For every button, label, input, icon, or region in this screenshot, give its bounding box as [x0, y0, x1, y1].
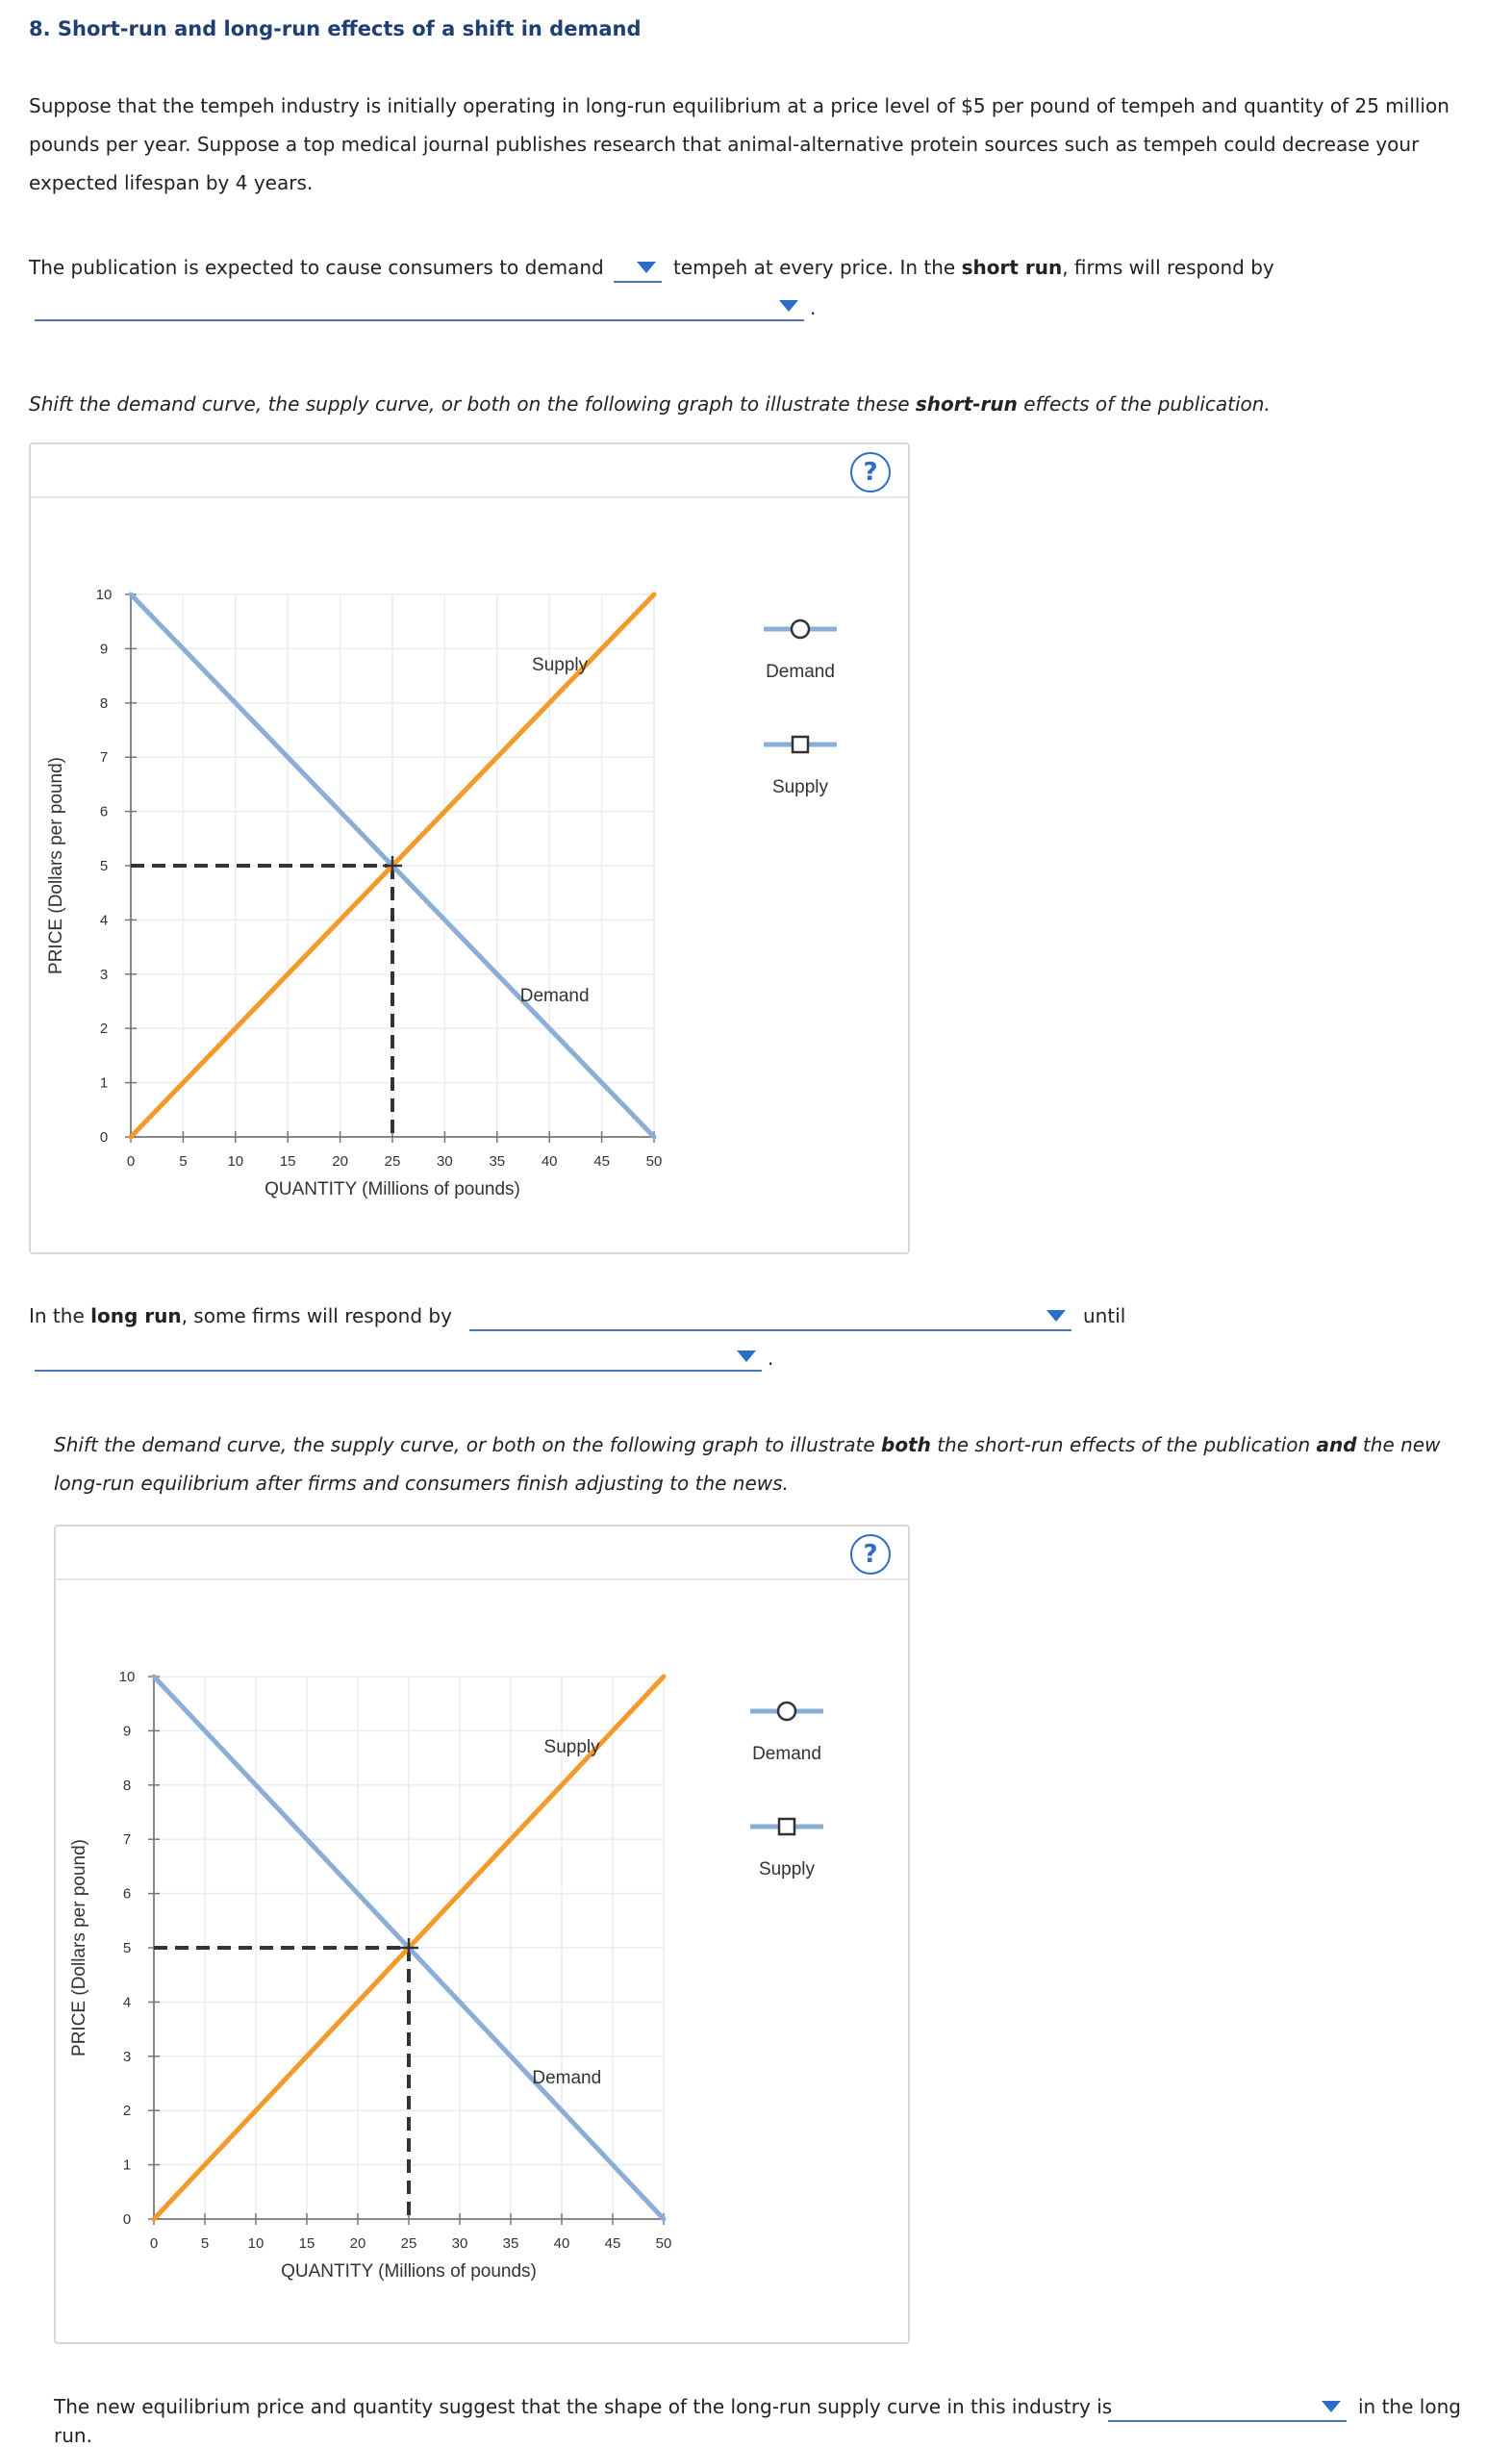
short-run-response-dropdown[interactable]: [35, 287, 804, 321]
graph-panel-2: ? 0 5 10 15 20 25 30 35 40 45 50 0 1 2 3 4 5 6 7 8 9 10 QUANTI…: [54, 1525, 910, 2344]
x-tick-label: 45: [593, 1153, 610, 1170]
x-tick-label: 5: [201, 2235, 209, 2252]
demand-curve-label: Demand: [520, 986, 590, 1006]
x-tick-label: 20: [332, 1153, 348, 1170]
intro-paragraph: Suppose that the tempeh industry is init…: [29, 94, 1449, 194]
y-axis-label: PRICE (Dollars per pound): [46, 757, 66, 974]
x-tick-label: 30: [437, 1153, 453, 1170]
legend-demand-circle-icon: [790, 618, 811, 640]
dropdown-arrow-icon: [779, 300, 798, 312]
q3-text: The new equilibrium price and quantity s…: [54, 2395, 1113, 2418]
x-tick-label: 0: [150, 2235, 158, 2252]
dropdown-arrow-icon: [737, 1350, 756, 1362]
x-tick-label: 25: [401, 2235, 417, 2252]
x-tick-label: 15: [280, 1153, 296, 1170]
y-tick-label: 8: [123, 1778, 131, 1794]
legend-supply-label: Supply: [772, 777, 829, 797]
y-tick-label: 10: [96, 587, 113, 603]
x-tick-label: 0: [127, 1153, 135, 1170]
x-tick-label: 25: [385, 1153, 401, 1170]
q3-text-c: run.: [54, 2424, 92, 2447]
question-title: 8. Short-run and long-run effects of a s…: [29, 17, 642, 40]
y-tick-label: 10: [119, 1669, 136, 1685]
supply-curve-label: Supply: [544, 1737, 601, 1757]
y-tick-label: 8: [100, 695, 108, 712]
y-tick-label: 6: [100, 804, 108, 820]
panel-divider: [56, 1578, 908, 1580]
y-tick-label: 7: [100, 749, 108, 766]
supply-curve-label: Supply: [532, 655, 589, 675]
y-tick-label: 0: [100, 1129, 108, 1146]
legend-demand-circle-icon: [776, 1701, 797, 1722]
x-tick-label: 15: [299, 2235, 315, 2252]
x-axis-label: QUANTITY (Millions of pounds): [265, 1179, 520, 1199]
graph-2-svg[interactable]: 0 5 10 15 20 25 30 35 40 45 50012345678910QUANTITY…: [56, 1526, 908, 2342]
q1-text-part1: The publication is expected to cause con…: [29, 256, 604, 279]
graph-1-svg[interactable]: 0 5 10 15 20 25 30 35 40 45 50012345678910QUANTITY…: [31, 444, 908, 1252]
y-tick-label: 6: [123, 1886, 131, 1903]
help-icon[interactable]: ?: [850, 452, 891, 492]
q1-text-part2: tempeh at every price. In the short run,…: [673, 256, 1274, 279]
panel-divider: [31, 496, 908, 498]
y-tick-label: 3: [123, 2049, 131, 2065]
y-tick-label: 0: [123, 2211, 131, 2228]
y-tick-label: 5: [123, 1940, 131, 1956]
instruction-2: Shift the demand curve, the supply curve…: [54, 1433, 1441, 1495]
y-tick-label: 5: [100, 858, 108, 874]
long-run-response-dropdown[interactable]: [469, 1297, 1071, 1331]
demand-curve-label: Demand: [532, 2068, 601, 2088]
y-tick-label: 3: [100, 967, 108, 983]
y-tick-label: 9: [123, 1723, 131, 1739]
legend-demand-label: Demand: [766, 662, 835, 682]
x-tick-label: 40: [554, 2235, 570, 2252]
instruction-1: Shift the demand curve, the supply curve…: [29, 392, 1271, 416]
lr-supply-shape-dropdown[interactable]: [1108, 2387, 1347, 2422]
x-tick-label: 50: [646, 1153, 663, 1170]
y-tick-label: 9: [100, 641, 108, 657]
x-tick-label: 10: [227, 1153, 243, 1170]
x-tick-label: 40: [542, 1153, 558, 1170]
y-tick-label: 4: [100, 912, 108, 928]
graph-panel-1: ? 0 5 10 15 20 25 30 35 40 45 50 0 1 2 3 4 5 6 7 8 9 10 QUANTI…: [29, 442, 910, 1254]
legend-supply-square-icon: [791, 735, 810, 754]
x-tick-label: 45: [605, 2235, 621, 2252]
y-tick-label: 1: [123, 2157, 131, 2174]
y-tick-label: 4: [123, 1994, 131, 2010]
help-icon[interactable]: ?: [850, 1534, 891, 1575]
q2-until: until: [1083, 1304, 1126, 1327]
long-run-until-dropdown[interactable]: [35, 1337, 762, 1372]
x-tick-label: 35: [489, 1153, 505, 1170]
x-axis-label: QUANTITY (Millions of pounds): [281, 2261, 537, 2282]
dropdown-arrow-icon: [1322, 2401, 1341, 2412]
q1-bold-short-run: short run: [961, 256, 1063, 279]
legend-demand-label: Demand: [752, 1744, 821, 1764]
y-tick-label: 7: [123, 1831, 131, 1848]
x-tick-label: 35: [503, 2235, 519, 2252]
x-tick-label: 10: [248, 2235, 265, 2252]
q2-text: In the long run, some firms will respond…: [29, 1304, 452, 1327]
legend-supply-square-icon: [777, 1817, 796, 1836]
q3-text-b: in the long: [1358, 2395, 1461, 2418]
dropdown-arrow-icon: [1046, 1310, 1066, 1322]
q2-end-period: .: [768, 1347, 774, 1370]
y-tick-label: 2: [100, 1021, 108, 1037]
x-tick-label: 50: [656, 2235, 672, 2252]
x-tick-label: 20: [350, 2235, 366, 2252]
x-tick-label: 5: [179, 1153, 187, 1170]
q1-end-period: .: [810, 296, 817, 319]
y-axis-label: PRICE (Dollars per pound): [69, 1839, 89, 2056]
x-tick-label: 30: [452, 2235, 468, 2252]
legend-supply-label: Supply: [759, 1859, 816, 1879]
dropdown-arrow-icon: [637, 262, 656, 273]
demand-change-dropdown[interactable]: [614, 248, 662, 283]
y-tick-label: 1: [100, 1075, 108, 1092]
y-tick-label: 2: [123, 2103, 131, 2119]
